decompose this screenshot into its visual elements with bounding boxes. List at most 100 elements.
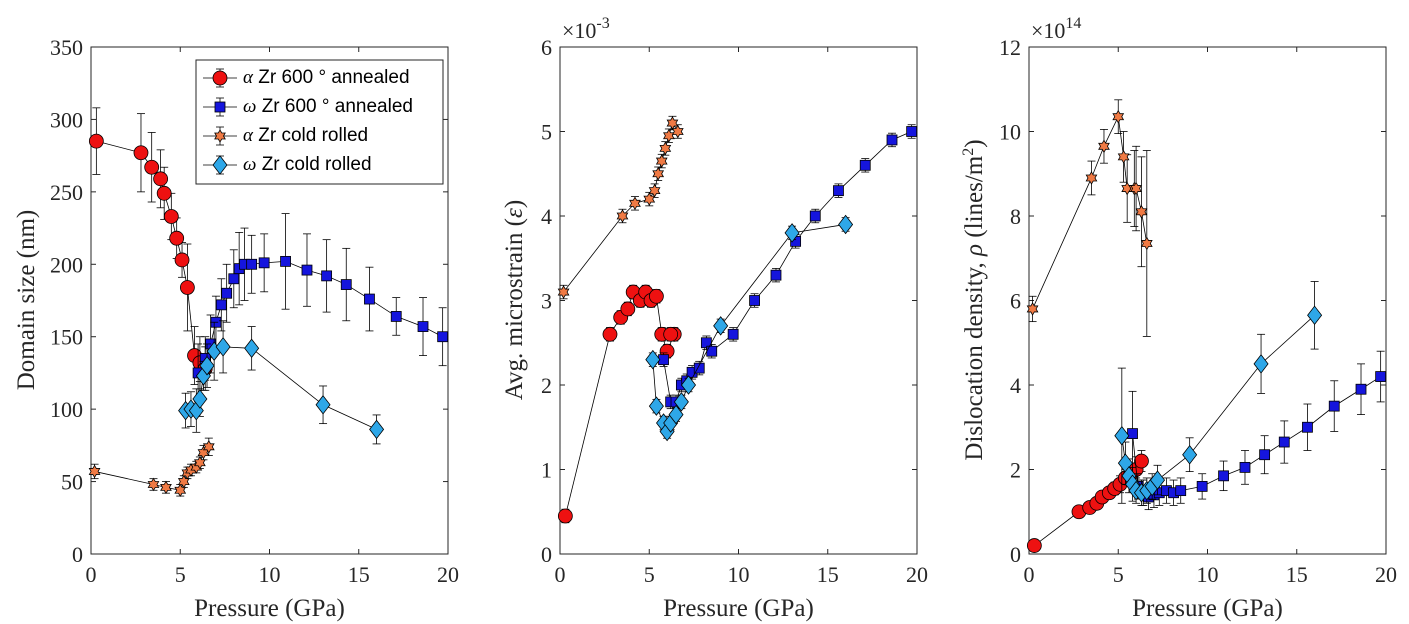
legend: α Zr 600 ° annealed ω Zr 600 ° annealed …: [195, 59, 444, 185]
data-point: [153, 171, 169, 187]
y-axis-label-close: ): [961, 139, 988, 147]
data-point: [144, 159, 160, 175]
series: [1127, 350, 1387, 511]
y-tick-label: 6: [541, 35, 552, 60]
axis-ticks: 0 5 10 15 20 0 1 2 3 4 5 6: [541, 35, 928, 587]
data-point: [1355, 383, 1367, 395]
series-line: [1032, 115, 1148, 310]
legend-label: Zr 600 ° annealed: [256, 96, 413, 117]
legend-label: Zr cold rolled: [253, 125, 368, 146]
x-tick-label: 10: [1197, 562, 1219, 587]
data-point: [706, 345, 718, 357]
data-point: [1130, 181, 1142, 196]
x-tick-label: 0: [555, 562, 566, 587]
legend-greek: α: [243, 125, 254, 146]
y-tick-label: 100: [50, 397, 83, 422]
data-point: [192, 389, 208, 409]
data-point: [215, 299, 227, 311]
data-point: [390, 311, 402, 322]
data-point: [1175, 485, 1187, 497]
y-tick-label: 5: [541, 120, 552, 145]
y-tick-label: 2: [541, 373, 552, 398]
y-tick-label: 300: [50, 107, 83, 132]
data-point: [321, 270, 333, 282]
x-tick-label: 20: [1375, 562, 1397, 587]
y-axis-label: Avg. microstrain (ε): [501, 200, 528, 400]
y-axis-label-end: (lines/m: [961, 155, 988, 244]
data-point: [1117, 150, 1130, 164]
series-layer: [1026, 99, 1387, 553]
exponent-power: -3: [596, 15, 609, 32]
y-axis-label-main: Avg. microstrain (: [501, 218, 528, 400]
plot-area-frame: [1028, 46, 1387, 555]
data-point: [1140, 236, 1153, 251]
series: [178, 320, 385, 445]
legend-entry-alpha-annealed: α Zr 600 ° annealed: [243, 67, 410, 88]
data-point: [557, 285, 570, 299]
data-point: [1278, 436, 1290, 448]
y-axis-label-symbol: ρ: [961, 244, 988, 257]
exponent-base: ×10: [562, 18, 596, 43]
y-tick-label: 12: [999, 35, 1021, 60]
data-point: [315, 395, 331, 415]
legend-entry-omega-annealed: ω Zr 600 ° annealed: [243, 96, 413, 117]
data-point: [1253, 354, 1269, 374]
series: [658, 124, 918, 410]
dislocation-density-panel: 0 5 10 15 20 0 2 4 6 8 10 12 Pressure (GPa) Disloca…: [960, 15, 1397, 622]
x-axis-label: Pressure (GPa): [663, 595, 814, 622]
data-point: [1098, 139, 1110, 154]
y-tick-label: 2: [1010, 458, 1021, 483]
data-point: [199, 355, 215, 376]
data-point: [228, 273, 240, 285]
series: [88, 107, 213, 391]
data-point: [648, 288, 664, 304]
data-point: [1302, 421, 1313, 433]
y-tick-label: 0: [72, 542, 83, 567]
x-tick-label: 10: [259, 562, 281, 587]
exponent-base: ×10: [1031, 18, 1065, 43]
data-point: [174, 252, 190, 268]
series-layer: [88, 107, 449, 498]
series-line: [1121, 314, 1315, 494]
data-point: [174, 483, 187, 498]
data-point: [156, 185, 172, 201]
data-point: [809, 210, 821, 222]
legend-marker: [212, 70, 228, 86]
data-point: [169, 230, 185, 246]
data-point: [177, 474, 190, 489]
legend-greek: ω: [243, 96, 256, 117]
data-point: [1218, 470, 1229, 482]
y-tick-label: 6: [1010, 289, 1021, 314]
legend-marks: [203, 68, 237, 175]
microstrain-panel: 0 5 10 15 20 0 1 2 3 4 5 6 Pressure (GPa) Avg. micr…: [501, 15, 928, 622]
data-point: [727, 328, 739, 340]
data-point: [620, 301, 636, 317]
series-line: [96, 140, 206, 369]
data-point: [681, 375, 697, 395]
legend-entry-alpha-cold-rolled: α Zr cold rolled: [243, 125, 368, 146]
x-tick-label: 0: [86, 562, 97, 587]
legend-entry-omega-cold-rolled: ω Zr cold rolled: [243, 154, 372, 175]
data-point: [673, 392, 689, 412]
data-point: [1135, 204, 1148, 219]
y-tick-label: 3: [541, 289, 552, 314]
data-point: [215, 337, 231, 357]
series: [557, 115, 684, 300]
data-point: [833, 185, 844, 197]
y-tick-label: 0: [1010, 542, 1021, 567]
data-point: [1127, 428, 1138, 439]
data-point: [652, 166, 665, 181]
series: [1026, 99, 1153, 337]
y-axis-label-sup: 2: [960, 148, 977, 156]
legend-box: [195, 59, 444, 185]
data-point: [886, 134, 898, 146]
x-tick-label: 15: [1286, 562, 1308, 587]
series: [1114, 281, 1323, 506]
data-point: [246, 258, 258, 270]
data-point: [364, 293, 375, 305]
x-tick-label: 5: [1113, 562, 1124, 587]
data-point: [1375, 371, 1387, 382]
